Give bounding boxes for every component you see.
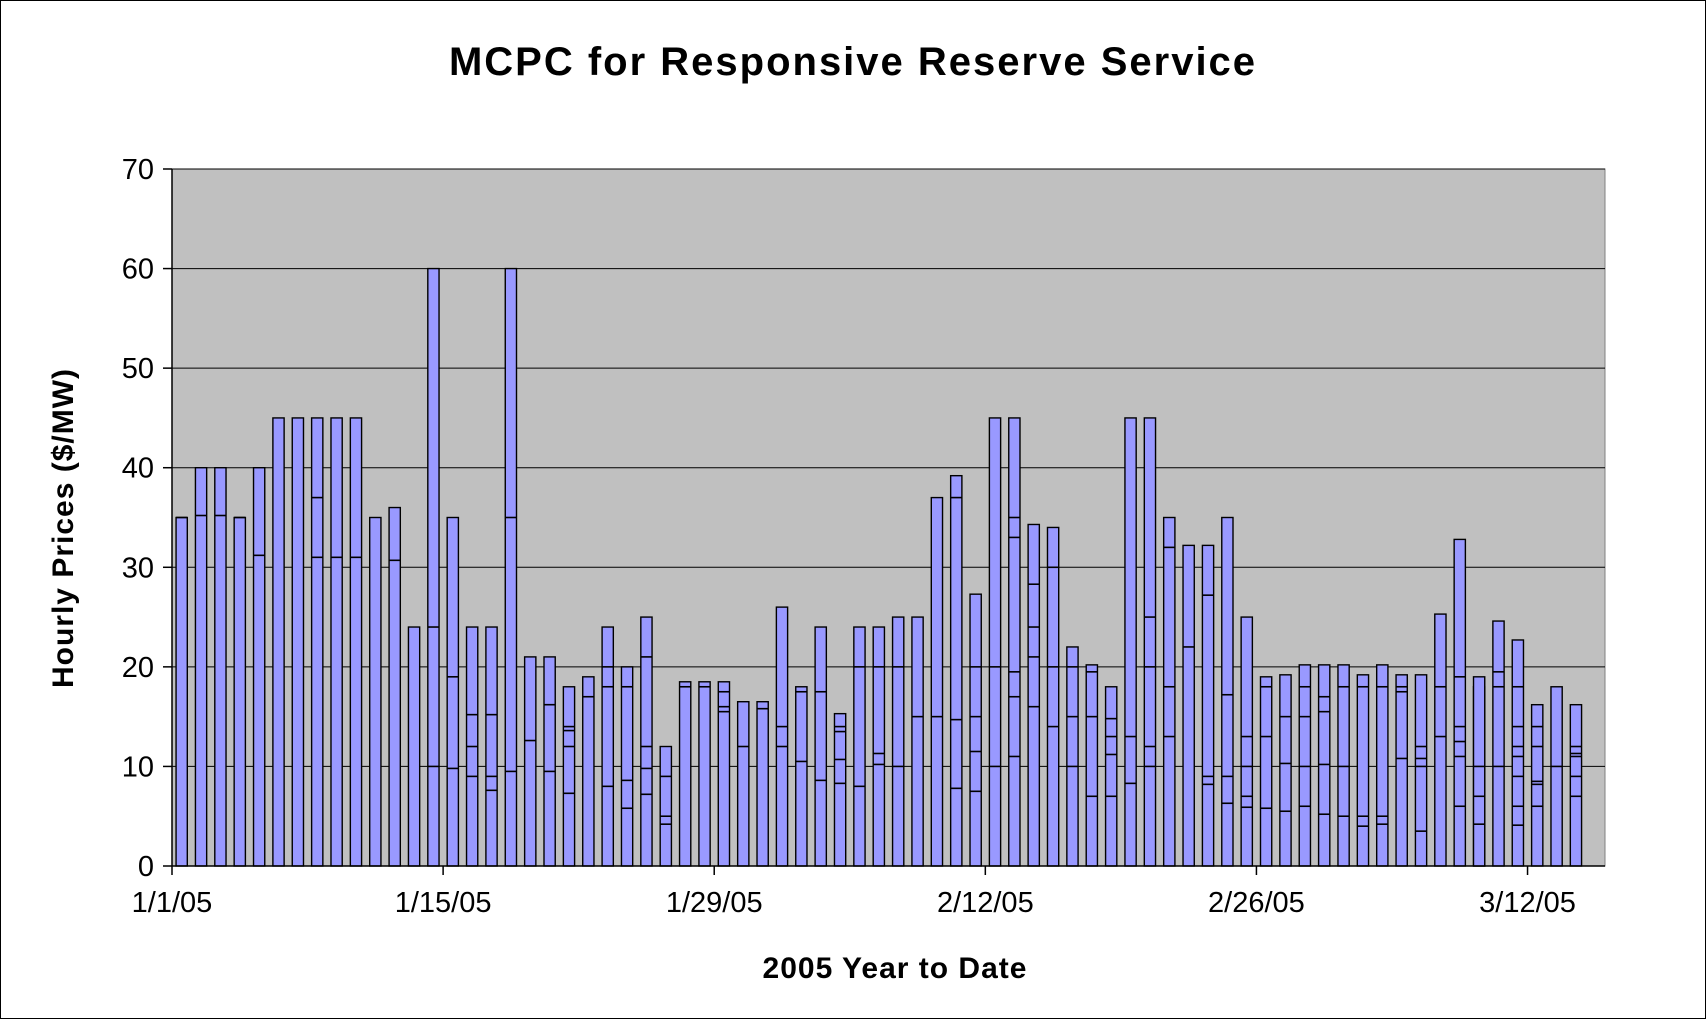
bar [775,606,789,867]
bar [833,712,847,867]
bar [1046,526,1060,867]
bar [1317,664,1331,867]
bar [1375,664,1389,867]
bar [446,516,460,867]
y-tick-label: 0 [138,851,154,883]
bar [1414,674,1428,867]
bar [175,516,188,867]
y-tick-label: 40 [122,453,154,485]
bar [911,616,924,867]
y-tick-label: 60 [122,254,154,286]
y-tick-label: 10 [122,751,154,783]
bar [1143,417,1157,867]
bar [640,616,653,867]
bar [485,626,498,867]
bar [252,467,266,867]
bars [175,267,1583,867]
bar [272,417,285,867]
bar [736,701,750,867]
x-tick-label: 2/26/05 [1208,887,1305,919]
bar [330,417,343,867]
x-tick-label: 1/1/05 [132,887,213,919]
bar [756,701,769,867]
plot-area [171,168,1606,867]
bar [194,467,208,867]
bar [620,666,634,867]
bar [1298,664,1312,867]
chart-title: MCPC for Responsive Reserve Service [449,40,1257,84]
bar [1279,674,1292,867]
bar [930,496,944,867]
bar [1162,516,1176,867]
bar [698,681,711,867]
bar [1569,703,1583,867]
x-tick-label: 1/29/05 [666,887,763,919]
bar [427,267,440,867]
bar [582,676,595,867]
bar [1337,664,1350,867]
bar [1550,686,1563,867]
axes: 0 10 20 30 40 50 60 70 1/1/05 1/15/05 1/29/05 2/12/… [122,154,1605,919]
bar [678,681,692,867]
bar [1511,639,1525,867]
y-tick-label: 20 [122,652,154,684]
x-tick-label: 3/12/05 [1479,887,1576,919]
bar [1530,703,1544,867]
bar [853,626,866,867]
bar [233,516,247,867]
bar [1259,676,1273,867]
bar [1182,544,1195,867]
y-axis-label: Hourly Prices ($/MW) [47,368,80,688]
x-axis-label: 2005 Year to Date [763,952,1028,985]
bar [349,417,363,867]
bar [1008,417,1021,867]
bar [717,681,731,867]
bar [1395,674,1408,867]
bar [543,656,556,867]
bar [1356,674,1370,867]
bar [310,417,324,867]
bar [601,626,615,867]
bar [388,506,402,867]
bar [795,686,808,867]
bar [1221,516,1234,867]
bar [988,417,1002,867]
bar [1453,538,1467,867]
bar [891,616,905,867]
x-tick-label: 2/12/05 [937,887,1034,919]
bar [1104,686,1118,867]
bar [407,626,421,867]
bar [291,417,305,867]
bar [523,656,537,867]
y-tick-label: 30 [122,552,154,584]
bar [1472,676,1486,867]
bar [562,686,576,867]
bar [1066,646,1079,867]
bar [1027,523,1041,867]
bar [949,474,963,867]
bar [872,626,886,867]
bar [1492,620,1505,867]
bar [369,516,382,867]
bar [969,593,982,867]
bar [1085,664,1099,867]
x-tick-label: 1/15/05 [395,887,492,919]
bar [1201,544,1215,867]
bar [1434,613,1447,867]
y-tick-label: 50 [122,353,154,385]
bar [214,467,227,867]
y-tick-label: 70 [122,154,154,186]
bar [659,745,673,867]
bar [1240,616,1254,867]
bar [814,626,828,867]
bar [504,267,518,867]
bar [1124,417,1137,867]
